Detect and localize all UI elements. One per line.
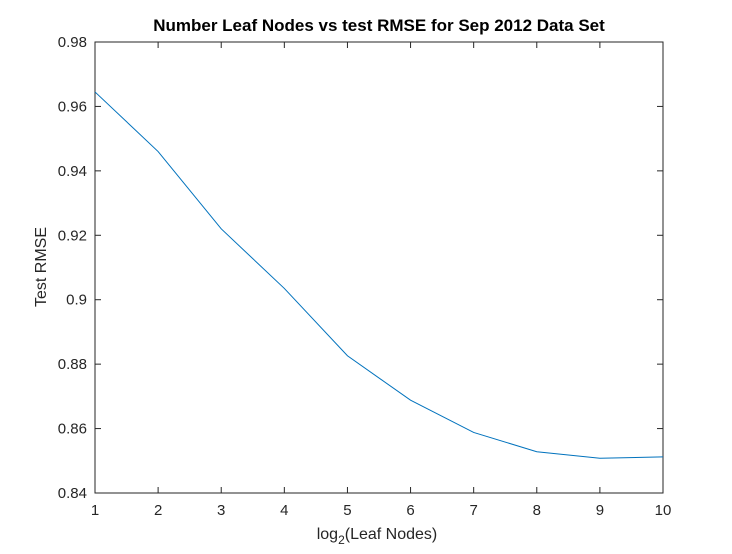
y-tick-label: 0.96 — [58, 98, 87, 115]
y-tick-label: 0.84 — [58, 485, 87, 502]
x-axis-label-subscript: 2 — [338, 533, 345, 547]
y-tick-label: 0.98 — [58, 34, 87, 51]
x-tick-label: 10 — [655, 502, 672, 519]
y-tick-labels: 0.84 0.86 0.88 0.9 0.92 0.94 0.96 0.98 — [58, 34, 87, 502]
x-tick-label: 6 — [406, 502, 414, 519]
x-tick-labels: 1 2 3 4 5 6 7 8 9 10 — [91, 502, 672, 519]
x-tick-label: 3 — [217, 502, 225, 519]
x-tick-label: 1 — [91, 502, 99, 519]
series-line — [94, 91, 664, 459]
chart-title: Number Leaf Nodes vs test RMSE for Sep 2… — [153, 16, 605, 35]
x-tick-label: 4 — [280, 502, 288, 519]
x-axis-label-suffix: (Leaf Nodes) — [345, 526, 438, 543]
y-tick-label: 0.9 — [66, 292, 87, 309]
x-tick-label: 7 — [469, 502, 477, 519]
y-tick-label: 0.86 — [58, 421, 87, 438]
y-tick-label: 0.88 — [58, 356, 87, 373]
y-tick-label: 0.92 — [58, 227, 87, 244]
plot-area — [94, 41, 664, 494]
x-tick-label: 2 — [154, 502, 162, 519]
axis-ticks — [94, 41, 664, 494]
x-axis-label-prefix: log — [317, 526, 338, 543]
y-axis-label: Test RMSE — [33, 227, 50, 307]
y-tick-label: 0.94 — [58, 163, 87, 180]
x-tick-label: 8 — [533, 502, 541, 519]
x-axis-label: log2(Leaf Nodes) — [317, 526, 438, 547]
x-tick-label: 9 — [596, 502, 604, 519]
x-tick-label: 5 — [343, 502, 351, 519]
